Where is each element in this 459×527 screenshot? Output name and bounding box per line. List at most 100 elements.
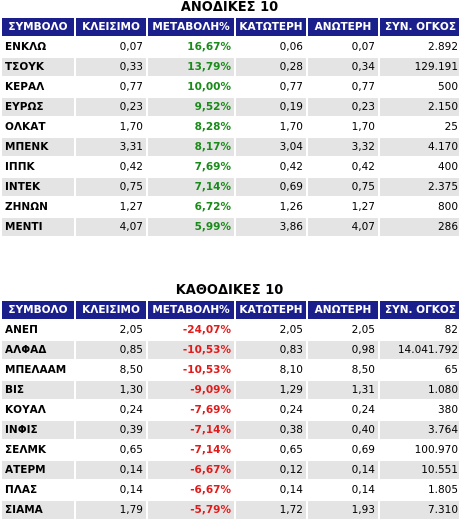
change-cell: 9,52% xyxy=(148,98,234,116)
high-cell: 0,40 xyxy=(308,421,378,439)
symbol-cell: ΠΛΑΣ xyxy=(2,481,74,499)
volume-cell: 25 xyxy=(380,118,459,136)
table-row: ΙΝΤΕΚ 0,75 7,14% 0,69 0,75 2.375 xyxy=(2,178,459,196)
table-row: ΑΛΦΑΔ 0,85 -10,53% 0,83 0,98 14.041.792 xyxy=(2,341,459,359)
header-volume: ΣΥΝ. ΟΓΚΟΣ xyxy=(380,301,459,319)
high-cell: 0,07 xyxy=(308,38,378,56)
close-cell: 2,05 xyxy=(76,321,146,339)
losers-section: ΚΑΘΟΔΙΚΕΣ 10 ΣΥΜΒΟΛΟ ΚΛΕΙΣΙΜΟ ΜΕΤΑΒΟΛΗ% … xyxy=(0,283,459,521)
change-cell: -6,67% xyxy=(148,461,234,479)
high-cell: 0,24 xyxy=(308,401,378,419)
symbol-cell: ΖΗΝΩΝ xyxy=(2,198,74,216)
low-cell: 3,86 xyxy=(236,218,306,236)
low-cell: 1,72 xyxy=(236,501,306,519)
gainers-section: ΑΝΟΔΙΚΕΣ 10 ΣΥΜΒΟΛΟ ΚΛΕΙΣΙΜΟ ΜΕΤΑΒΟΛΗ% Κ… xyxy=(0,0,459,238)
low-cell: 0,14 xyxy=(236,481,306,499)
low-cell: 0,65 xyxy=(236,441,306,459)
low-cell: 3,04 xyxy=(236,138,306,156)
close-cell: 0,33 xyxy=(76,58,146,76)
close-cell: 0,42 xyxy=(76,158,146,176)
close-cell: 0,39 xyxy=(76,421,146,439)
change-cell: 5,99% xyxy=(148,218,234,236)
close-cell: 0,85 xyxy=(76,341,146,359)
table-row: ΣΕΛΜΚ 0,65 -7,14% 0,65 0,69 100.970 xyxy=(2,441,459,459)
low-cell: 0,12 xyxy=(236,461,306,479)
symbol-cell: ΑΛΦΑΔ xyxy=(2,341,74,359)
close-cell: 1,30 xyxy=(76,381,146,399)
change-cell: -10,53% xyxy=(148,341,234,359)
close-cell: 4,07 xyxy=(76,218,146,236)
high-cell: 4,07 xyxy=(308,218,378,236)
high-cell: 0,77 xyxy=(308,78,378,96)
volume-cell: 129.191 xyxy=(380,58,459,76)
change-cell: 8,17% xyxy=(148,138,234,156)
high-cell: 0,98 xyxy=(308,341,378,359)
gainers-title: ΑΝΟΔΙΚΕΣ 10 xyxy=(180,0,279,15)
change-cell: 7,14% xyxy=(148,178,234,196)
close-cell: 8,50 xyxy=(76,361,146,379)
close-cell: 3,31 xyxy=(76,138,146,156)
header-low: ΚΑΤΩΤΕΡΗ xyxy=(236,301,306,319)
losers-table: ΣΥΜΒΟΛΟ ΚΛΕΙΣΙΜΟ ΜΕΤΑΒΟΛΗ% ΚΑΤΩΤΕΡΗ ΑΝΩΤ… xyxy=(0,299,459,521)
volume-cell: 10.551 xyxy=(380,461,459,479)
high-cell: 0,42 xyxy=(308,158,378,176)
table-row: ΙΝΦΙΣ 0,39 -7,14% 0,38 0,40 3.764 xyxy=(2,421,459,439)
volume-cell: 380 xyxy=(380,401,459,419)
close-cell: 0,07 xyxy=(76,38,146,56)
change-cell: 7,69% xyxy=(148,158,234,176)
change-cell: -7,14% xyxy=(148,421,234,439)
symbol-cell: ΣΕΛΜΚ xyxy=(2,441,74,459)
table-row: ΙΠΠΚ 0,42 7,69% 0,42 0,42 400 xyxy=(2,158,459,176)
close-cell: 0,23 xyxy=(76,98,146,116)
table-row: ΒΙΣ 1,30 -9,09% 1,29 1,31 1.080 xyxy=(2,381,459,399)
table-row: ΜΕΝΤΙ 4,07 5,99% 3,86 4,07 286 xyxy=(2,218,459,236)
high-cell: 0,14 xyxy=(308,461,378,479)
close-cell: 0,65 xyxy=(76,441,146,459)
symbol-cell: ΜΠΕΛΑΑΜ xyxy=(2,361,74,379)
volume-cell: 286 xyxy=(380,218,459,236)
close-cell: 1,79 xyxy=(76,501,146,519)
close-cell: 1,70 xyxy=(76,118,146,136)
low-cell: 1,26 xyxy=(236,198,306,216)
table-row: ΣΙΑΜΑ 1,79 -5,79% 1,72 1,93 7.310 xyxy=(2,501,459,519)
table-row: ΖΗΝΩΝ 1,27 6,72% 1,26 1,27 800 xyxy=(2,198,459,216)
low-cell: 0,42 xyxy=(236,158,306,176)
low-cell: 0,83 xyxy=(236,341,306,359)
volume-cell: 3.764 xyxy=(380,421,459,439)
symbol-cell: ΙΝΦΙΣ xyxy=(2,421,74,439)
low-cell: 0,38 xyxy=(236,421,306,439)
high-cell: 1,70 xyxy=(308,118,378,136)
high-cell: 0,34 xyxy=(308,58,378,76)
symbol-cell: ΚΟΥΑΛ xyxy=(2,401,74,419)
change-cell: 16,67% xyxy=(148,38,234,56)
change-cell: 6,72% xyxy=(148,198,234,216)
volume-cell: 14.041.792 xyxy=(380,341,459,359)
high-cell: 2,05 xyxy=(308,321,378,339)
high-cell: 0,75 xyxy=(308,178,378,196)
low-cell: 1,70 xyxy=(236,118,306,136)
losers-header-row: ΣΥΜΒΟΛΟ ΚΛΕΙΣΙΜΟ ΜΕΤΑΒΟΛΗ% ΚΑΤΩΤΕΡΗ ΑΝΩΤ… xyxy=(2,301,459,319)
table-row: ΤΣΟΥΚ 0,33 13,79% 0,28 0,34 129.191 xyxy=(2,58,459,76)
low-cell: 0,19 xyxy=(236,98,306,116)
header-change: ΜΕΤΑΒΟΛΗ% xyxy=(148,18,234,36)
losers-body: ΑΝΕΠ 2,05 -24,07% 2,05 2,05 82 ΑΛΦΑΔ 0,85 -10,53… xyxy=(2,321,459,519)
volume-cell: 400 xyxy=(380,158,459,176)
volume-cell: 1.080 xyxy=(380,381,459,399)
volume-cell: 2.150 xyxy=(380,98,459,116)
change-cell: -6,67% xyxy=(148,481,234,499)
change-cell: -7,14% xyxy=(148,441,234,459)
change-cell: -9,09% xyxy=(148,381,234,399)
low-cell: 0,06 xyxy=(236,38,306,56)
symbol-cell: ΣΙΑΜΑ xyxy=(2,501,74,519)
close-cell: 1,27 xyxy=(76,198,146,216)
change-cell: -24,07% xyxy=(148,321,234,339)
table-row: ΜΠΕΝΚ 3,31 8,17% 3,04 3,32 4.170 xyxy=(2,138,459,156)
high-cell: 8,50 xyxy=(308,361,378,379)
volume-cell: 100.970 xyxy=(380,441,459,459)
change-cell: -7,69% xyxy=(148,401,234,419)
header-low: ΚΑΤΩΤΕΡΗ xyxy=(236,18,306,36)
low-cell: 0,77 xyxy=(236,78,306,96)
close-cell: 0,14 xyxy=(76,461,146,479)
high-cell: 1,93 xyxy=(308,501,378,519)
volume-cell: 65 xyxy=(380,361,459,379)
